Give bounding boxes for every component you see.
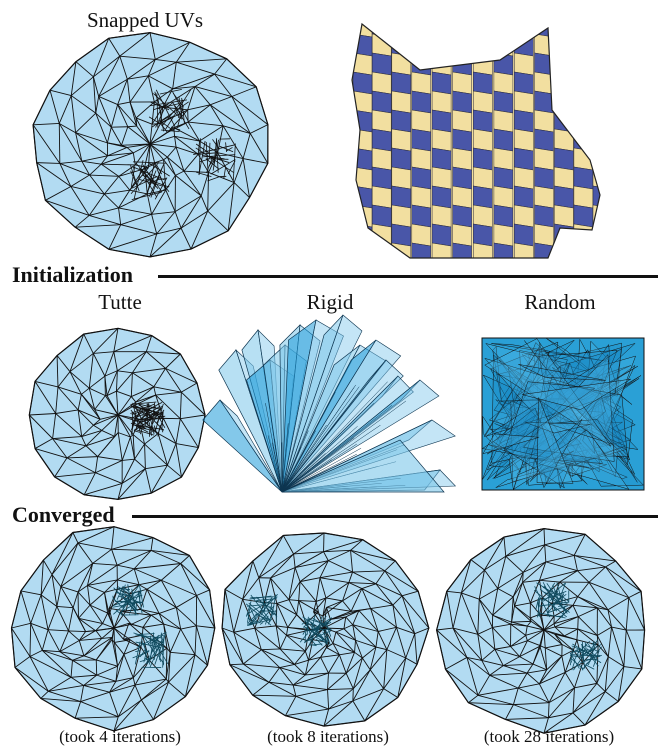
caption-random-iterations: (took 28 iterations)	[483, 727, 615, 746]
section-title-converged: Converged	[12, 502, 115, 527]
caption-tutte-iterations: (took 4 iterations)	[59, 727, 181, 746]
section-rule-initialization	[158, 275, 658, 278]
snapped-uvs-title: Snapped UVs	[86, 8, 204, 32]
caption-rigid-iterations: (took 8 iterations)	[267, 727, 389, 746]
init-label-random: Random	[524, 290, 596, 314]
section-rule-converged	[132, 515, 658, 518]
init-label-rigid: Rigid	[306, 290, 354, 314]
init-label-tutte: Tutte	[98, 290, 142, 314]
section-title-initialization: Initialization	[12, 262, 134, 287]
